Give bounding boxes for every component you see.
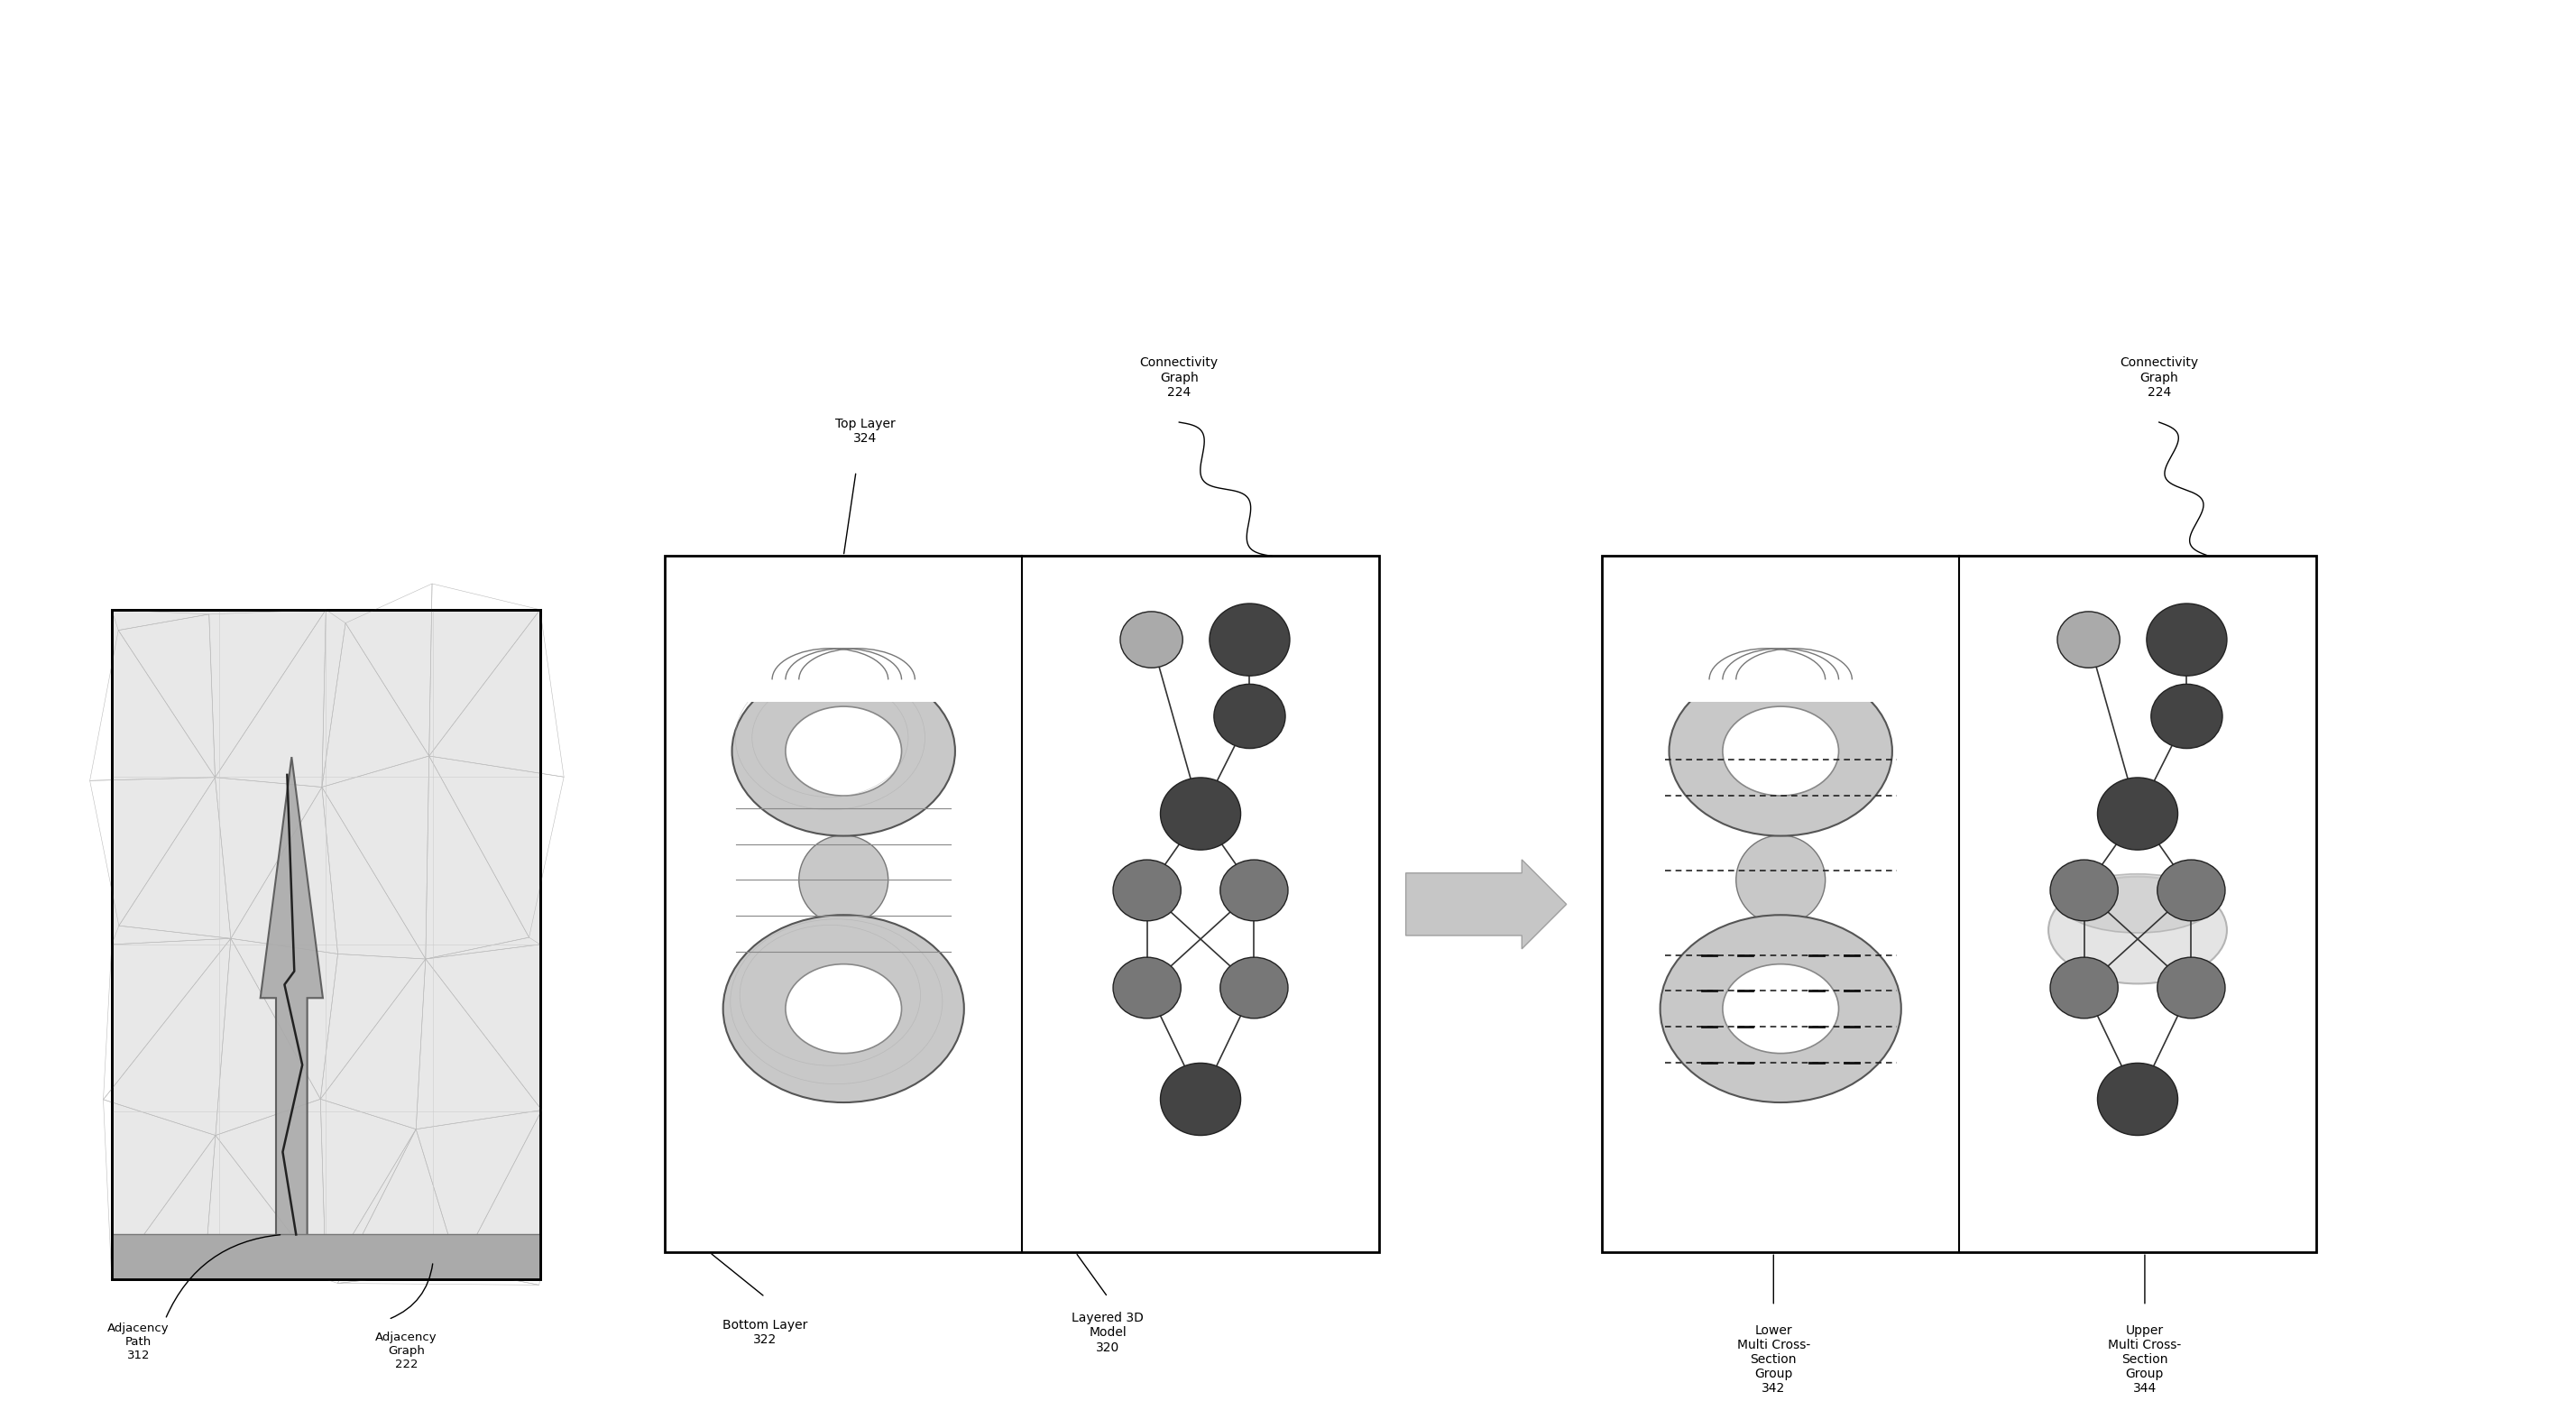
Ellipse shape [1723,964,1839,1054]
Ellipse shape [2097,1063,2177,1135]
Polygon shape [260,757,322,1252]
Ellipse shape [2050,957,2117,1019]
Ellipse shape [799,835,889,925]
Text: Top Layer
324: Top Layer 324 [835,417,894,444]
Ellipse shape [2151,684,2223,748]
Ellipse shape [1113,957,1180,1019]
Text: Adjacency
Path
312: Adjacency Path 312 [108,1323,170,1360]
Bar [111,609,541,1279]
Ellipse shape [2156,957,2226,1019]
Ellipse shape [1723,706,1839,796]
Ellipse shape [2061,874,2213,933]
Text: Connectivity
Graph
224: Connectivity Graph 224 [1139,357,1218,398]
Ellipse shape [1159,778,1242,850]
Bar [665,556,1378,1252]
Ellipse shape [1669,667,1893,836]
Ellipse shape [732,667,956,836]
Ellipse shape [1736,835,1826,925]
Text: Connectivity
Graph
224: Connectivity Graph 224 [2120,357,2197,398]
Ellipse shape [1159,1063,1242,1135]
Ellipse shape [2050,860,2117,920]
Ellipse shape [1221,957,1288,1019]
Ellipse shape [786,964,902,1054]
Text: Upper
Multi Cross-
Section
Group
344: Upper Multi Cross- Section Group 344 [2107,1324,2182,1395]
Ellipse shape [786,706,902,796]
Ellipse shape [2058,612,2120,668]
Ellipse shape [2097,778,2177,850]
Polygon shape [1406,860,1566,948]
Bar [726,630,961,702]
Ellipse shape [2048,877,2226,984]
Ellipse shape [2156,860,2226,920]
Bar [111,1234,541,1279]
Ellipse shape [1121,612,1182,668]
Text: Lower
Multi Cross-
Section
Group
342: Lower Multi Cross- Section Group 342 [1736,1324,1811,1395]
Bar [1664,630,1896,702]
Ellipse shape [1659,915,1901,1103]
Ellipse shape [1213,684,1285,748]
Ellipse shape [1221,860,1288,920]
Text: Bottom Layer
322: Bottom Layer 322 [721,1320,806,1346]
Ellipse shape [1211,604,1291,675]
Text: Adjacency
Graph
222: Adjacency Graph 222 [376,1331,438,1370]
Ellipse shape [2146,604,2226,675]
Bar [111,609,541,1279]
Text: Layered 3D
Model
320: Layered 3D Model 320 [1072,1311,1144,1353]
Bar [1602,556,2316,1252]
Ellipse shape [724,915,963,1103]
Ellipse shape [1113,860,1180,920]
